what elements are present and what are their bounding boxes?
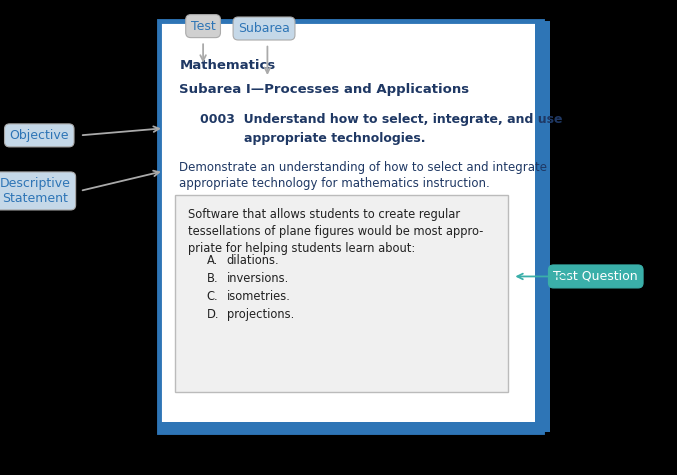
Text: Test Question: Test Question — [554, 270, 638, 283]
Text: 0003  Understand how to select, integrate, and use: 0003 Understand how to select, integrate… — [200, 113, 562, 126]
Bar — [535, 21, 550, 432]
Text: Objective: Objective — [9, 129, 69, 142]
Text: projections.: projections. — [227, 308, 294, 321]
Bar — [175, 195, 508, 392]
Text: C.: C. — [206, 290, 218, 303]
Text: appropriate technology for mathematics instruction.: appropriate technology for mathematics i… — [179, 177, 490, 190]
Bar — [159, 21, 542, 432]
Text: tessellations of plane figures would be most appro-: tessellations of plane figures would be … — [188, 225, 483, 238]
Text: Descriptive
Statement: Descriptive Statement — [0, 177, 70, 205]
Text: A.: A. — [206, 254, 218, 267]
Text: Test: Test — [191, 19, 215, 33]
Text: appropriate technologies.: appropriate technologies. — [244, 132, 425, 145]
Text: priate for helping students learn about:: priate for helping students learn about: — [188, 242, 415, 255]
Text: inversions.: inversions. — [227, 272, 289, 285]
Text: Software that allows students to create regular: Software that allows students to create … — [188, 208, 460, 221]
Text: dilations.: dilations. — [227, 254, 280, 267]
Text: Subarea: Subarea — [238, 22, 290, 35]
Bar — [159, 422, 550, 432]
Text: D.: D. — [206, 308, 219, 321]
Text: Subarea I—Processes and Applications: Subarea I—Processes and Applications — [179, 83, 470, 96]
Text: Mathematics: Mathematics — [179, 59, 276, 72]
Text: B.: B. — [206, 272, 218, 285]
Text: isometries.: isometries. — [227, 290, 290, 303]
Text: Demonstrate an understanding of how to select and integrate: Demonstrate an understanding of how to s… — [179, 162, 548, 174]
